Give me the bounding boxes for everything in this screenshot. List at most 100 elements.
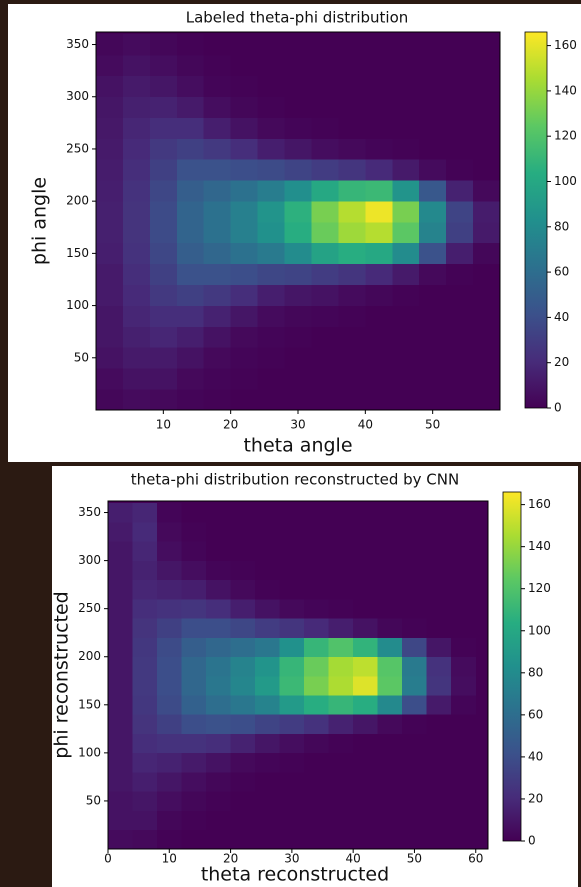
heat-cell <box>206 579 231 600</box>
heat-cell <box>284 284 312 306</box>
heat-cell <box>419 96 447 118</box>
heat-cell <box>96 96 124 118</box>
heat-cell <box>279 560 305 581</box>
heat-cell <box>157 733 182 754</box>
heat-cell <box>255 599 280 619</box>
heat-cell <box>257 75 285 98</box>
heat-cell <box>446 54 474 77</box>
heat-cell <box>311 242 339 265</box>
heat-cell <box>419 159 447 181</box>
heat-cell <box>446 389 474 411</box>
heat-cell <box>402 656 428 677</box>
heat-cell <box>132 675 158 696</box>
heat-cell <box>96 159 124 181</box>
heat-cell <box>473 96 501 118</box>
colorbar-tick-label: 80 <box>554 219 569 233</box>
heat-cell <box>181 599 207 619</box>
heat-cell <box>255 560 280 581</box>
heat-cell <box>255 829 280 850</box>
heat-cell <box>157 637 182 658</box>
heat-cell <box>176 347 205 369</box>
heat-cell <box>157 560 182 581</box>
heat-cell <box>473 305 501 327</box>
heat-cell <box>149 75 178 98</box>
y-tick-label: 350 <box>78 505 101 519</box>
heat-cell <box>181 579 207 600</box>
heat-cell <box>392 75 420 98</box>
y-tick-label: 250 <box>78 601 101 615</box>
heat-cell <box>392 34 420 56</box>
heat-cell <box>230 618 256 638</box>
heat-cell <box>365 159 393 181</box>
heat-cell <box>304 522 329 542</box>
heat-cell <box>206 675 231 696</box>
heat-cell <box>122 242 151 265</box>
heat-cell <box>377 791 403 811</box>
heat-cell <box>108 618 133 638</box>
heat-cell <box>108 579 133 600</box>
colorbar-tick-label: 140 <box>528 539 551 553</box>
heat-cell <box>108 772 133 792</box>
colorbar-tick-label: 80 <box>528 665 543 679</box>
heat-cell <box>257 368 285 390</box>
heat-cell <box>338 159 366 181</box>
heat-cell <box>451 618 477 638</box>
heat-cell <box>122 96 151 118</box>
heat-cell <box>284 34 312 56</box>
heat-cell <box>257 305 285 327</box>
x-tick-label: 40 <box>346 852 361 866</box>
heat-cell <box>338 117 366 139</box>
heat-cell <box>426 791 452 811</box>
heat-cell <box>257 180 285 202</box>
heat-cell <box>257 284 285 306</box>
heat-cell <box>206 599 231 619</box>
heat-cell <box>311 305 339 327</box>
heat-cell <box>230 347 258 369</box>
heat-cell <box>311 34 339 56</box>
heat-cell <box>149 242 178 265</box>
heat-cell <box>122 117 151 139</box>
heat-cell <box>392 117 420 139</box>
heat-cell <box>304 637 329 658</box>
heat-cell <box>149 159 178 181</box>
heat-cell <box>304 560 329 581</box>
heat-cell <box>230 829 256 850</box>
heat-cell <box>392 263 420 285</box>
heat-cell <box>365 117 393 139</box>
heat-cell <box>338 389 366 411</box>
heat-cell <box>402 560 428 581</box>
heat-cell <box>122 54 151 77</box>
heat-cell <box>311 180 339 202</box>
heat-cell <box>402 637 428 658</box>
heat-cell <box>419 117 447 139</box>
heat-cell <box>473 34 501 56</box>
heat-cell <box>473 263 501 285</box>
heat-cell <box>176 201 205 223</box>
heat-cell <box>279 502 305 523</box>
heat-cell <box>255 733 280 754</box>
heat-cell <box>311 326 339 348</box>
heat-cell <box>446 305 474 327</box>
heat-cell <box>181 541 207 561</box>
x-tick-label: 30 <box>290 418 305 432</box>
heat-cell <box>255 675 280 696</box>
heat-cell <box>377 810 403 831</box>
heat-cell <box>122 347 151 369</box>
heat-cell <box>473 242 501 265</box>
colorbar-tick-label: 0 <box>554 401 562 415</box>
heat-cell <box>108 695 133 715</box>
heat-cell <box>451 772 477 792</box>
heat-cell <box>392 159 420 181</box>
heat-cell <box>206 752 231 773</box>
heat-cell <box>96 222 124 244</box>
heat-cell <box>304 502 329 523</box>
heat-cell <box>304 695 329 715</box>
heat-cell <box>279 829 305 850</box>
heat-cell <box>402 599 428 619</box>
heat-cell <box>149 117 178 139</box>
heat-cell <box>257 263 285 285</box>
heat-cell <box>419 75 447 98</box>
heat-cell <box>206 502 231 523</box>
heat-cell <box>230 579 256 600</box>
heat-cell <box>353 656 378 677</box>
